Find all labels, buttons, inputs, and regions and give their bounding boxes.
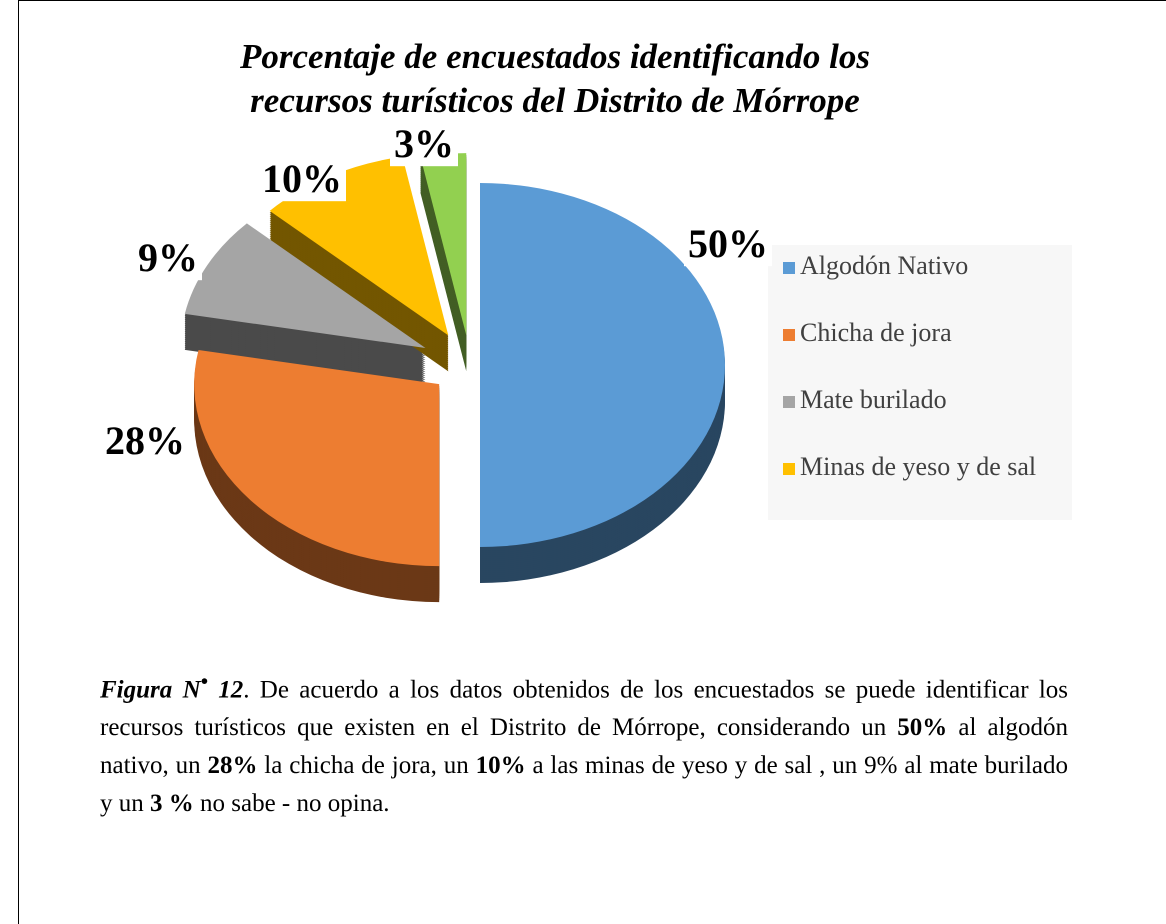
caption-text: la chicha de jora, un xyxy=(257,752,476,780)
chart-title: recursos turísticos del Distrito de Mórr… xyxy=(250,81,860,120)
caption-text: Figura N xyxy=(100,676,201,704)
caption-text: 3 % xyxy=(150,790,194,818)
data-label: 3% xyxy=(394,121,454,166)
data-label-box xyxy=(684,221,772,267)
data-label-box xyxy=(101,418,189,464)
legend-label: Mate burilado xyxy=(800,385,947,414)
legend-label: Algodón Nativo xyxy=(800,251,968,280)
caption-text: al algodón nativo, un xyxy=(100,714,1069,780)
caption-text: 50% xyxy=(897,714,948,742)
data-label-box xyxy=(134,235,202,281)
frame xyxy=(18,0,1166,924)
data-label: 10% xyxy=(262,156,342,201)
legend-swatch xyxy=(783,396,795,408)
data-label: 28% xyxy=(105,418,185,463)
legend-background xyxy=(768,245,1072,520)
legend-swatch xyxy=(783,262,795,274)
caption-text: no sabe - no opina. xyxy=(193,790,390,818)
caption-text: a las minas de yeso y de sal , un 9% al … xyxy=(100,752,1068,818)
caption-text: . De acuerdo a los datos obtenidos de lo… xyxy=(100,676,1069,742)
data-label: 9% xyxy=(138,235,198,280)
legend-label: Chicha de jora xyxy=(800,318,952,347)
slice xyxy=(420,153,467,336)
caption-text: 12 xyxy=(207,676,244,704)
caption-text: • xyxy=(200,669,208,693)
caption-text: 28% xyxy=(207,752,258,780)
slice xyxy=(194,350,440,567)
legend-label: Minas de yeso y de sal xyxy=(800,452,1036,481)
legend-swatch xyxy=(783,463,795,475)
slice xyxy=(480,183,725,547)
caption: Figura N• 12. De acuerdo a los datos obt… xyxy=(100,662,1068,823)
legend-swatch xyxy=(783,329,795,341)
data-label-box xyxy=(390,121,458,167)
slice xyxy=(269,156,449,336)
data-label: 50% xyxy=(688,221,768,266)
data-label-box xyxy=(258,156,346,202)
chart-title: Porcentaje de encuestados identificando … xyxy=(239,37,870,76)
caption-text: 10% xyxy=(475,752,526,780)
slice xyxy=(184,223,426,348)
